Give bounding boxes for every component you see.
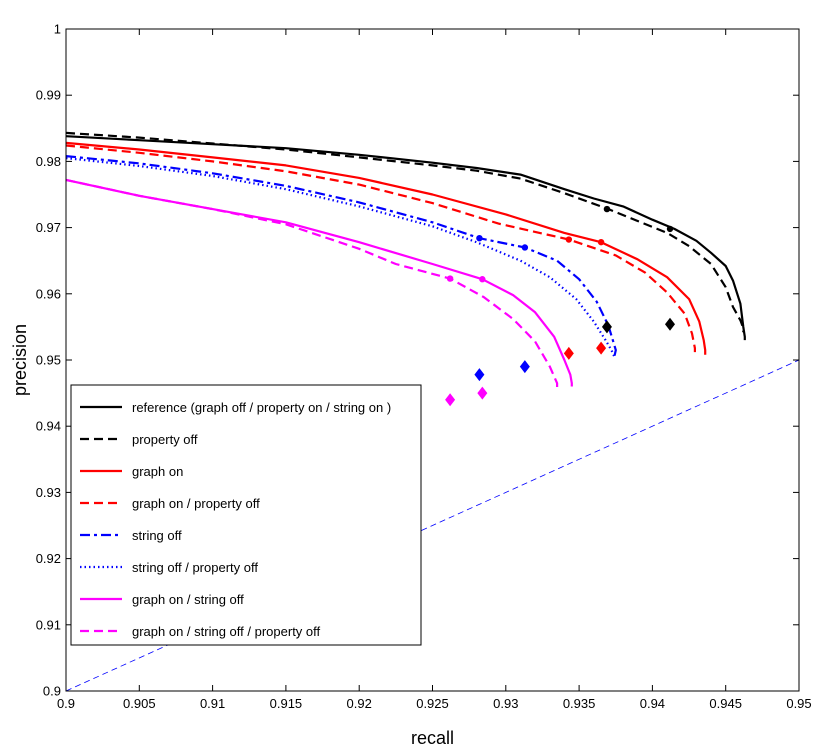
legend-label-1: reference (graph off / property on / str… [132,400,391,415]
x-tick-label: 0.9 [57,696,75,711]
diamond-marker-2 [664,317,675,331]
x-tick-label: 0.95 [786,696,811,711]
x-tick-label: 0.915 [270,696,303,711]
circle-marker-5 [476,234,483,242]
x-tick-label: 0.905 [123,696,156,711]
legend-label-3: graph on [132,464,183,479]
y-tick-label: 0.98 [36,154,61,169]
y-tick-label: 0.91 [36,617,61,632]
series-line-5 [65,155,617,357]
x-tick-label: 0.93 [493,696,518,711]
series-line-6 [65,157,616,358]
legend-label-2: property off [132,432,198,447]
series-line-8 [65,178,559,388]
diamond-marker-7 [445,393,456,407]
series-line-2 [65,131,745,333]
circle-marker-4 [597,238,605,246]
y-tick-label: 0.95 [36,353,61,368]
diamond-marker-1 [601,320,612,334]
circle-marker-7 [446,275,454,282]
series-layer [65,131,746,388]
y-tick-label: 0.94 [36,419,61,434]
circle-marker-3 [565,236,573,243]
y-tick-label: 0.99 [36,88,61,103]
circle-marker-8 [479,276,486,283]
circle-marker-2 [666,225,674,233]
diamond-marker-4 [596,341,607,355]
series-line-1 [65,135,746,341]
y-axis-title: precision [10,324,30,396]
legend-label-5: string off [132,528,182,543]
x-tick-label: 0.935 [563,696,596,711]
y-tick-label: 0.9 [43,684,61,699]
x-tick-label: 0.945 [709,696,742,711]
circle-marker-6 [521,244,529,251]
diamond-marker-5 [474,368,485,382]
x-tick-label: 0.91 [200,696,225,711]
diamond-marker-8 [477,386,488,400]
x-tick-label: 0.92 [347,696,372,711]
diamond-marker-3 [563,346,574,360]
legend-label-8: graph on / string off / property off [132,624,321,639]
legend-box [70,384,422,646]
legend-label-7: graph on / string off [132,592,244,607]
legend-label-4: graph on / property off [132,496,260,511]
y-tick-label: 0.93 [36,485,61,500]
y-tick-label: 0.92 [36,551,61,566]
y-tick-label: 0.96 [36,286,61,301]
x-tick-label: 0.94 [640,696,665,711]
circle-marker-1 [603,205,611,213]
diamond-marker-6 [519,360,530,374]
tick-layer: 0.9 0.905 0.91 0.915 0.92 0.925 0.93 0.935 0.94 0… [36,22,812,712]
marker-layer [445,205,675,407]
legend-label-6: string off / property off [132,560,258,575]
y-tick-label: 0.97 [36,220,61,235]
legend: reference (graph off / property on / str… [70,384,422,646]
y-tick-label: 1 [54,22,61,37]
x-axis-title: recall [411,728,454,748]
x-tick-label: 0.925 [416,696,449,711]
series-line-3 [65,141,707,355]
